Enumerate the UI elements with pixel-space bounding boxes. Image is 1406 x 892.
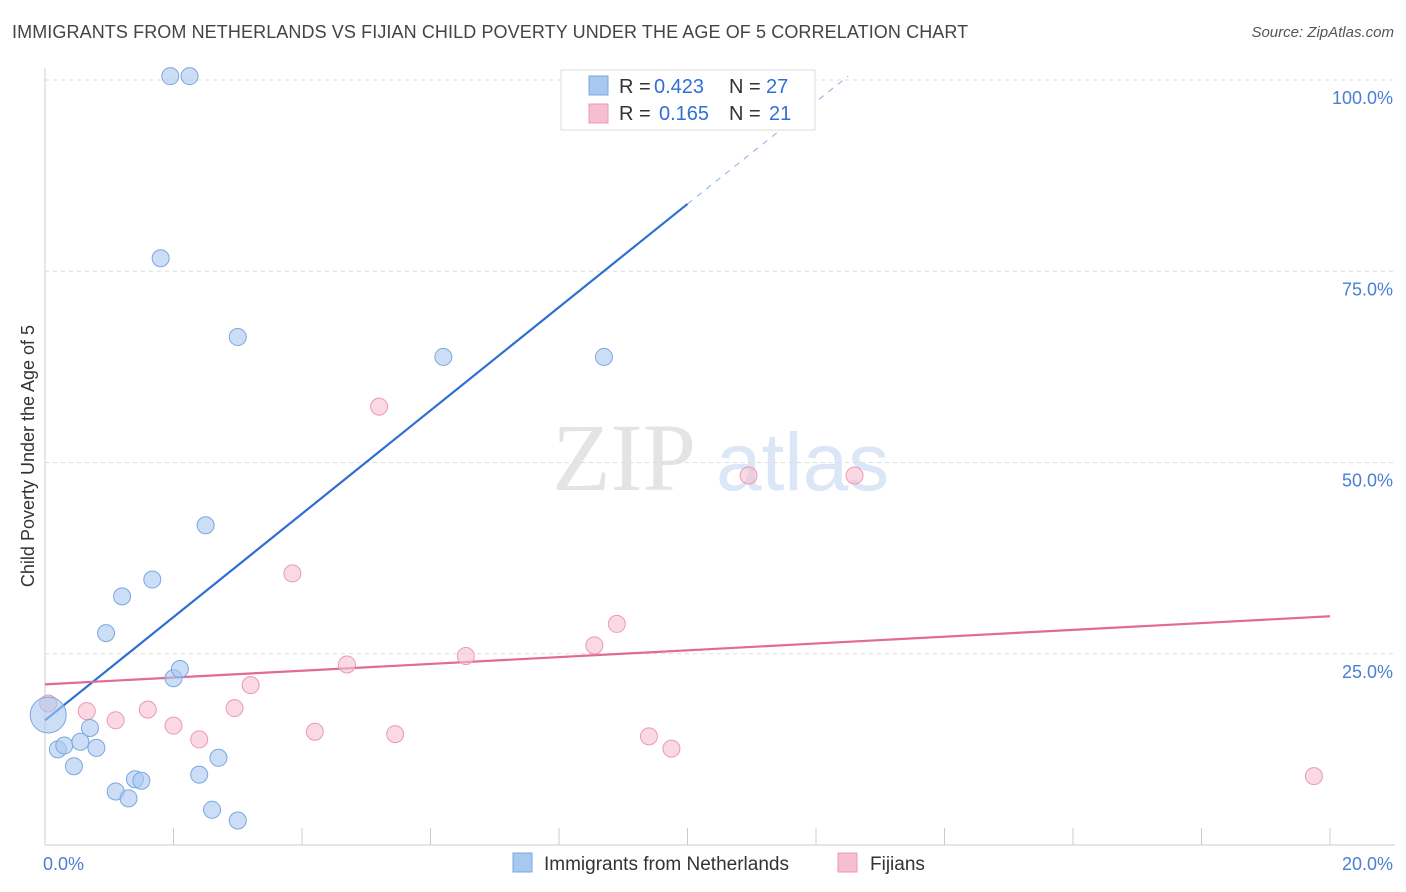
point-fijians-5: [190, 730, 209, 749]
point-netherlands-21: [203, 800, 222, 819]
point-fijians-9: [305, 722, 324, 741]
point-netherlands-25: [434, 347, 453, 366]
legend-top: R = 0.423 N = 27 R = 0.165 N = 21: [560, 69, 816, 131]
point-netherlands-26: [594, 347, 613, 366]
point-netherlands-17: [170, 660, 189, 679]
point-netherlands-0: [29, 696, 67, 734]
point-fijians-14: [585, 636, 604, 655]
legend-swatch-blue: [588, 75, 609, 96]
point-netherlands-7: [97, 624, 116, 643]
legend-r-label-blue: R =: [619, 76, 651, 98]
y-tick-label-100: 100.0%: [1332, 88, 1393, 108]
y-axis-label: Child Poverty Under the Age of 5: [18, 325, 38, 587]
point-netherlands-14: [151, 249, 170, 268]
point-netherlands-24: [228, 328, 247, 347]
legend-n-value-pink: 21: [769, 103, 791, 125]
point-fijians-1: [77, 702, 96, 721]
legend-bottom-swatch-pink: [837, 852, 858, 873]
legend-r-value-pink: 0.165: [659, 103, 709, 125]
legend-bottom-label-pink: Fijians: [870, 854, 925, 875]
point-fijians-11: [370, 397, 389, 416]
trend-line-netherlands: [44, 203, 689, 722]
legend-r-value-blue: 0.423: [654, 76, 704, 98]
y-tick-label-25: 25.0%: [1342, 662, 1393, 682]
legend-n-label-pink: N =: [729, 103, 761, 125]
grid-lines: [45, 79, 1395, 655]
point-fijians-17: [662, 739, 681, 758]
point-netherlands-5: [80, 718, 99, 737]
point-fijians-15: [607, 614, 626, 633]
point-fijians-19: [845, 466, 864, 485]
y-tick-label-50: 50.0%: [1342, 471, 1393, 491]
point-fijians-12: [386, 725, 405, 744]
point-netherlands-3: [64, 757, 83, 776]
point-netherlands-19: [190, 765, 209, 784]
point-fijians-20: [1304, 767, 1323, 786]
point-fijians-4: [164, 716, 183, 735]
point-fijians-13: [456, 647, 475, 666]
point-netherlands-4: [71, 732, 90, 751]
tick-labels: 25.0% 50.0% 75.0% 100.0% 0.0% 20.0%: [43, 88, 1393, 874]
point-fijians-6: [225, 699, 244, 718]
point-netherlands-13: [143, 570, 162, 589]
point-fijians-18: [739, 466, 758, 485]
x-tick-label-min: 0.0%: [43, 854, 84, 874]
point-netherlands-22: [209, 748, 228, 767]
x-tick-label-max: 20.0%: [1342, 854, 1393, 874]
legend-bottom: Immigrants from Netherlands Fijians: [512, 852, 925, 875]
legend-bottom-label-blue: Immigrants from Netherlands: [544, 854, 789, 875]
point-fijians-3: [138, 700, 157, 719]
legend-r-label-pink: R =: [619, 103, 651, 125]
point-netherlands-15: [161, 67, 180, 86]
point-fijians-7: [241, 676, 260, 695]
legend-n-value-blue: 27: [766, 76, 788, 98]
legend-swatch-pink: [588, 103, 609, 124]
y-tick-label-75: 75.0%: [1342, 279, 1393, 299]
point-netherlands-23: [228, 811, 247, 830]
point-netherlands-20: [196, 516, 215, 535]
trend-lines: [44, 75, 1331, 722]
point-netherlands-2: [55, 736, 74, 755]
trend-line-netherlands-extension: [687, 75, 849, 205]
point-netherlands-12: [132, 771, 151, 790]
watermark: ZIP atlas: [552, 404, 889, 511]
point-fijians-8: [283, 564, 302, 583]
point-fijians-10: [337, 655, 356, 674]
chart-title: IMMIGRANTS FROM NETHERLANDS VS FIJIAN CH…: [12, 22, 969, 42]
point-netherlands-10: [119, 789, 138, 808]
point-netherlands-18: [180, 67, 199, 86]
source-label: Source: ZipAtlas.com: [1251, 24, 1394, 41]
point-fijians-2: [106, 711, 125, 730]
legend-bottom-swatch-blue: [512, 852, 533, 873]
data-points: [29, 67, 1323, 830]
point-netherlands-9: [113, 587, 132, 606]
watermark-zip: ZIP: [552, 404, 696, 511]
point-netherlands-6: [87, 738, 106, 757]
trend-line-fijians: [44, 615, 1331, 686]
legend-n-label-blue: N =: [729, 76, 761, 98]
point-fijians-16: [639, 727, 658, 746]
